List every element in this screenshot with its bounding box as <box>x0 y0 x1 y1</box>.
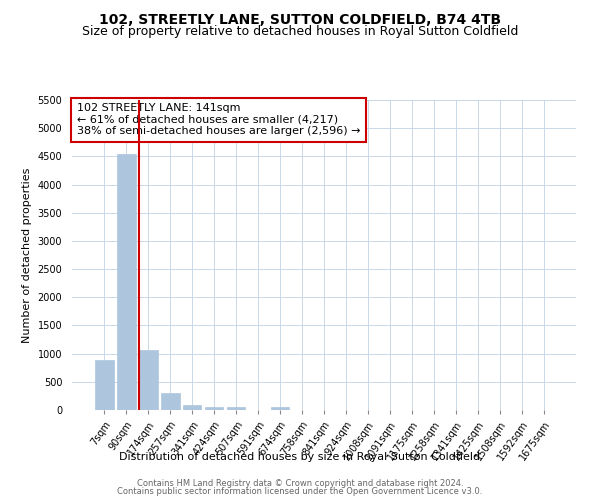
Bar <box>271 406 289 410</box>
Text: Size of property relative to detached houses in Royal Sutton Coldfield: Size of property relative to detached ho… <box>82 25 518 38</box>
Text: 102, STREETLY LANE, SUTTON COLDFIELD, B74 4TB: 102, STREETLY LANE, SUTTON COLDFIELD, B7… <box>99 12 501 26</box>
Bar <box>227 407 245 410</box>
Y-axis label: Number of detached properties: Number of detached properties <box>22 168 32 342</box>
Bar <box>117 154 136 410</box>
Text: Contains public sector information licensed under the Open Government Licence v3: Contains public sector information licen… <box>118 487 482 496</box>
Bar <box>183 405 202 410</box>
Bar <box>139 350 158 410</box>
Bar <box>161 393 179 410</box>
Text: Distribution of detached houses by size in Royal Sutton Coldfield: Distribution of detached houses by size … <box>119 452 481 462</box>
Bar <box>95 360 113 410</box>
Text: 102 STREETLY LANE: 141sqm
← 61% of detached houses are smaller (4,217)
38% of se: 102 STREETLY LANE: 141sqm ← 61% of detac… <box>77 103 361 136</box>
Text: Contains HM Land Registry data © Crown copyright and database right 2024.: Contains HM Land Registry data © Crown c… <box>137 478 463 488</box>
Bar <box>205 406 223 410</box>
